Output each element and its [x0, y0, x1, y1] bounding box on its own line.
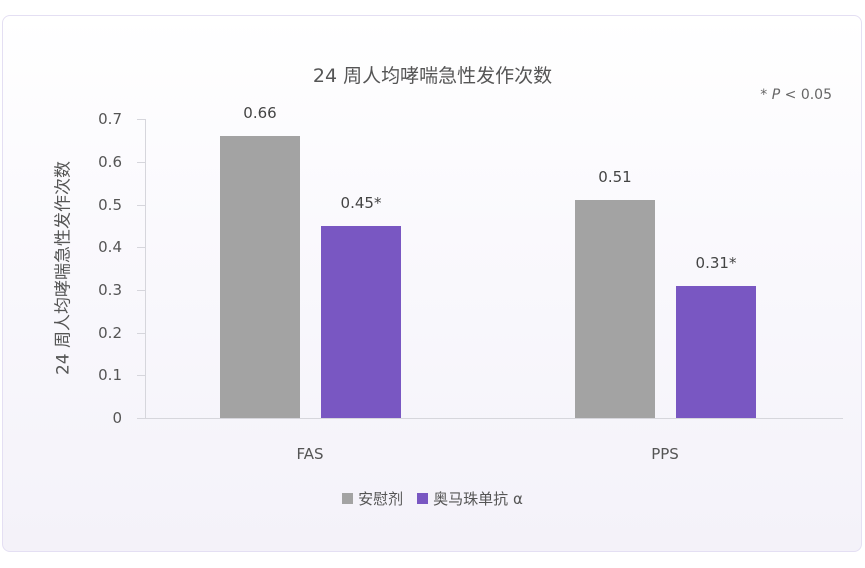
value-label: 0.51	[598, 168, 632, 187]
y-axis	[145, 119, 146, 418]
legend-item-omalizumab: 奥马珠单抗 α	[417, 488, 523, 509]
bar-pps-placebo	[575, 200, 655, 418]
legend-label-omalizumab: 奥马珠单抗 α	[433, 490, 523, 508]
y-tick	[137, 161, 145, 163]
bar-fas-omalizumab	[321, 225, 401, 418]
y-tick-label: 0.5	[98, 195, 122, 214]
category-label-fas: FAS	[296, 445, 324, 463]
bar-fas-placebo	[220, 136, 300, 418]
y-tick-label: 0.4	[98, 238, 122, 257]
y-tick	[137, 332, 145, 334]
category-label-pps: PPS	[651, 445, 679, 463]
y-tick	[137, 204, 145, 206]
y-tick-label: 0.2	[98, 323, 122, 342]
legend: 安慰剂 奥马珠单抗 α	[0, 488, 865, 509]
y-tick-label: 0.1	[98, 366, 122, 385]
value-label: 0.45*	[340, 193, 382, 212]
y-tick	[137, 119, 145, 121]
y-axis-label: 24 周人均哮喘急性发作次数	[53, 160, 74, 376]
bar-pps-omalizumab	[676, 285, 756, 418]
legend-swatch-placebo	[342, 493, 354, 504]
y-tick	[137, 375, 145, 377]
legend-swatch-omalizumab	[417, 493, 429, 504]
y-tick	[137, 247, 145, 249]
legend-label-placebo: 安慰剂	[358, 490, 404, 508]
legend-item-placebo: 安慰剂	[342, 488, 403, 509]
y-tick-label: 0.3	[98, 280, 122, 299]
chart-title: 24 周人均哮喘急性发作次数	[312, 65, 553, 87]
y-tick-label: 0.7	[98, 110, 122, 129]
value-label: 0.66	[243, 104, 277, 123]
y-tick	[137, 289, 145, 291]
y-tick	[137, 418, 145, 419]
significance-note: * P < 0.05	[760, 87, 832, 103]
x-axis	[145, 418, 843, 419]
y-tick-label: 0	[112, 409, 122, 427]
value-label: 0.31*	[695, 253, 737, 272]
y-tick-label: 0.6	[98, 152, 122, 171]
chart-card	[2, 15, 862, 552]
